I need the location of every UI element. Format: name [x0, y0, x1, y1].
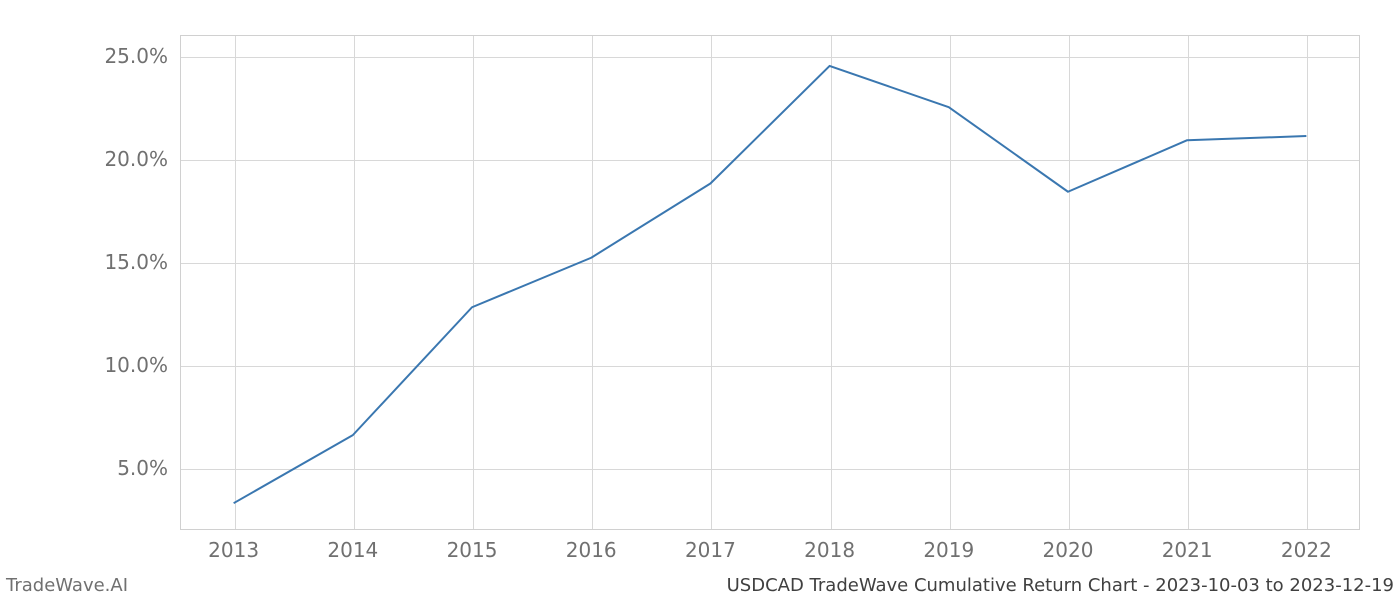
chart-caption: USDCAD TradeWave Cumulative Return Chart… — [727, 575, 1394, 596]
x-tick-label: 2015 — [447, 538, 498, 562]
footer-brand: TradeWave.AI — [6, 575, 128, 596]
line-series — [0, 0, 1400, 600]
y-tick-label: 25.0% — [104, 44, 168, 68]
y-tick-label: 5.0% — [117, 456, 168, 480]
x-tick-label: 2018 — [804, 538, 855, 562]
x-tick-label: 2013 — [208, 538, 259, 562]
y-tick-label: 20.0% — [104, 147, 168, 171]
x-tick-label: 2020 — [1043, 538, 1094, 562]
x-tick-label: 2014 — [327, 538, 378, 562]
x-tick-label: 2019 — [923, 538, 974, 562]
x-tick-label: 2021 — [1162, 538, 1213, 562]
y-tick-label: 15.0% — [104, 250, 168, 274]
x-tick-label: 2017 — [685, 538, 736, 562]
y-tick-label: 10.0% — [104, 353, 168, 377]
return-line — [234, 66, 1307, 503]
x-tick-label: 2022 — [1281, 538, 1332, 562]
x-tick-label: 2016 — [566, 538, 617, 562]
return-chart: TradeWave.AI USDCAD TradeWave Cumulative… — [0, 0, 1400, 600]
